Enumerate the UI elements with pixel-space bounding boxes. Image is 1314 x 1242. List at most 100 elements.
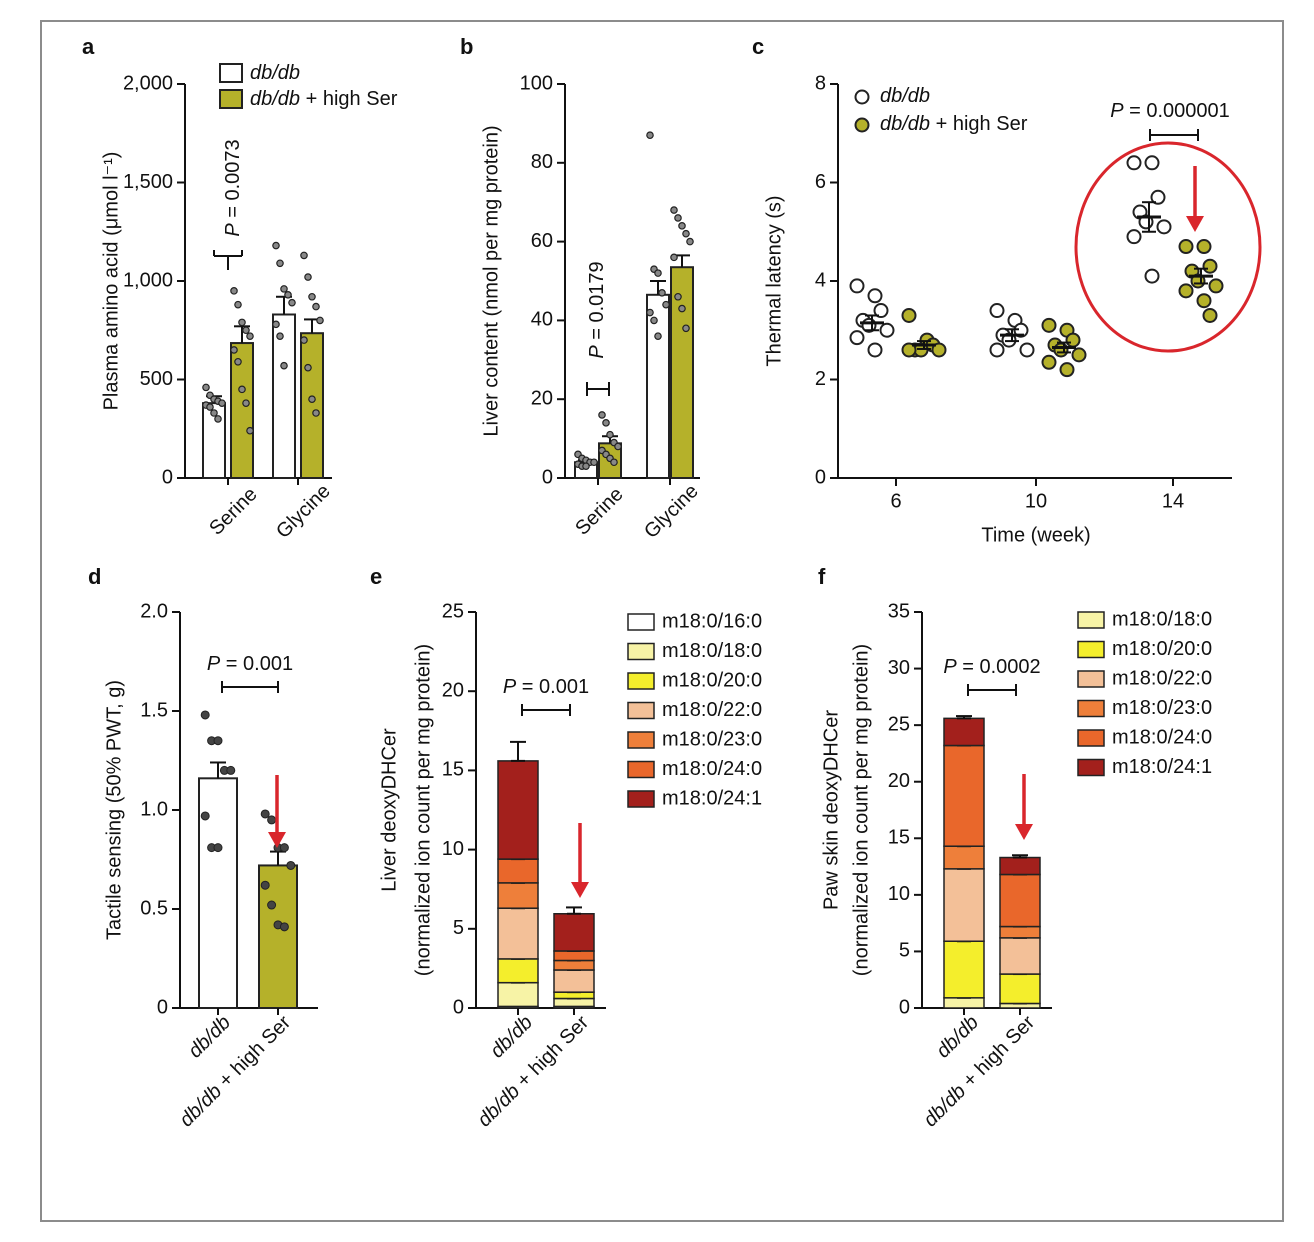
y-tick-label-c: 4 — [815, 269, 826, 291]
legend-label-m18-0-24-1: m18:0/24:1 — [1112, 756, 1212, 778]
y-tick-label-a: 2,000 — [123, 72, 173, 94]
data-point-c — [989, 342, 1005, 358]
data-point-d — [213, 843, 223, 853]
stack-segment-m18-0-24-1 — [553, 913, 595, 952]
data-point-c — [1059, 362, 1075, 378]
x-tick-label-c: 14 — [1162, 490, 1184, 512]
data-point-c — [931, 342, 947, 358]
panel-letter-b: b — [460, 34, 473, 59]
data-point-c — [1196, 293, 1212, 309]
y-tick-label-d: 2.0 — [140, 600, 168, 622]
data-point-d — [213, 736, 223, 746]
legend-swatch-m18-0-16-0 — [627, 613, 655, 631]
legend-swatch-m18-0-24-1 — [627, 790, 655, 808]
y-axis-label2-f: (normalized ion count per mg protein) — [850, 644, 872, 976]
data-point-a — [288, 298, 296, 307]
y-tick-label-b: 40 — [531, 309, 553, 331]
data-point-d — [279, 843, 289, 853]
p-value-c: P = 0.000001 — [1110, 100, 1230, 122]
data-point-c — [1071, 347, 1087, 363]
legend-label-m18-0-20-0: m18:0/20:0 — [662, 669, 762, 691]
data-point-c — [1019, 342, 1035, 358]
data-point-d — [200, 811, 210, 821]
stack-segment-m18-0-24-1 — [497, 760, 539, 860]
stack-segment-m18-0-23-0 — [497, 882, 539, 909]
data-point-b — [582, 462, 590, 470]
bar-serine-highser — [230, 342, 254, 479]
x-tick-label-b: Serine — [571, 483, 627, 539]
bar-glycine-highser — [670, 266, 694, 479]
panel-letter-a: a — [82, 34, 95, 59]
legend-label-m18-0-24-0: m18:0/24:0 — [1112, 726, 1212, 748]
legend-label-m18-0-16-0: m18:0/16:0 — [662, 610, 762, 632]
y-tick-label-f: 20 — [888, 770, 910, 792]
data-point-b — [646, 308, 654, 317]
bar-glycine-dbdb — [646, 293, 670, 480]
data-point-d — [226, 765, 236, 775]
y-tick-label-b: 0 — [542, 466, 553, 488]
data-point-a — [272, 320, 280, 329]
y-axis-label-c: Thermal latency (s) — [763, 195, 785, 366]
data-point-a — [308, 395, 316, 404]
y-tick-label-d: 0 — [157, 996, 168, 1018]
data-point-c — [1144, 268, 1160, 284]
bar-glycine-highser — [300, 332, 324, 479]
data-point-d — [279, 922, 289, 932]
data-point-a — [230, 287, 238, 295]
data-point-c — [849, 330, 865, 346]
data-point-c — [879, 322, 895, 338]
y-tick-label-b: 80 — [531, 151, 553, 173]
data-point-b — [654, 269, 662, 277]
data-point-d — [260, 880, 270, 890]
data-point-a — [308, 292, 316, 301]
x-tick-label-b: Glycine — [640, 480, 703, 543]
y-tick-label-f: 30 — [888, 657, 910, 679]
red-arrow-e — [571, 882, 589, 898]
data-point-a — [230, 346, 238, 354]
legend-marker-dbdb-c — [854, 89, 870, 105]
data-point-b — [654, 332, 662, 340]
data-point-c — [1041, 354, 1057, 370]
stack-segment-m18-0-24-0 — [497, 858, 539, 884]
legend-swatch-m18-0-22-0 — [1077, 670, 1105, 688]
panel-letter-f: f — [818, 564, 826, 589]
data-point-b — [678, 304, 686, 313]
data-point-b — [650, 316, 658, 325]
stack-segment-m18-0-23-0 — [943, 845, 985, 870]
legend-swatch-m18-0-23-0 — [1077, 699, 1105, 718]
y-tick-label-d: 1.0 — [140, 798, 168, 820]
y-axis-label2-e: (normalized ion count per mg protein) — [412, 644, 434, 976]
y-tick-label-f: 5 — [899, 940, 910, 962]
data-point-b — [662, 300, 670, 309]
stack-segment-m18-0-22-0 — [943, 868, 985, 942]
data-point-a — [202, 383, 210, 392]
data-point-a — [246, 426, 254, 435]
data-point-a — [242, 326, 250, 335]
data-point-c — [989, 303, 1005, 319]
data-point-b — [598, 411, 606, 419]
legend-label-m18-0-23-0: m18:0/23:0 — [1112, 697, 1212, 719]
data-point-b — [614, 442, 622, 451]
y-tick-label-c: 2 — [815, 368, 826, 390]
data-point-d — [267, 815, 277, 825]
data-point-c — [867, 342, 883, 358]
data-point-c — [1144, 155, 1160, 171]
data-point-b — [602, 419, 610, 427]
x-tick-label-d: db/db — [184, 1012, 235, 1063]
y-tick-label-a: 500 — [140, 368, 173, 390]
data-point-a — [284, 290, 292, 299]
y-tick-label-d: 0.5 — [140, 897, 168, 919]
stack-segment-m18-0-18-0 — [943, 997, 985, 1009]
panel-letter-d: d — [88, 564, 101, 589]
y-tick-label-b: 60 — [531, 230, 553, 252]
data-point-c — [873, 303, 889, 319]
legend-label-m18-0-23-0: m18:0/23:0 — [662, 728, 762, 750]
y-axis-label-a: Plasma amino acid (μmol l⁻¹) — [100, 152, 122, 411]
stack-segment-m18-0-22-0 — [999, 937, 1041, 975]
legend-label-m18-0-22-0: m18:0/22:0 — [1112, 667, 1212, 689]
legend-swatch-m18-0-22-0 — [627, 701, 655, 720]
y-tick-label-f: 35 — [888, 600, 910, 622]
y-tick-label-d: 1.5 — [140, 699, 168, 721]
data-point-a — [276, 259, 284, 268]
data-point-a — [280, 361, 288, 370]
